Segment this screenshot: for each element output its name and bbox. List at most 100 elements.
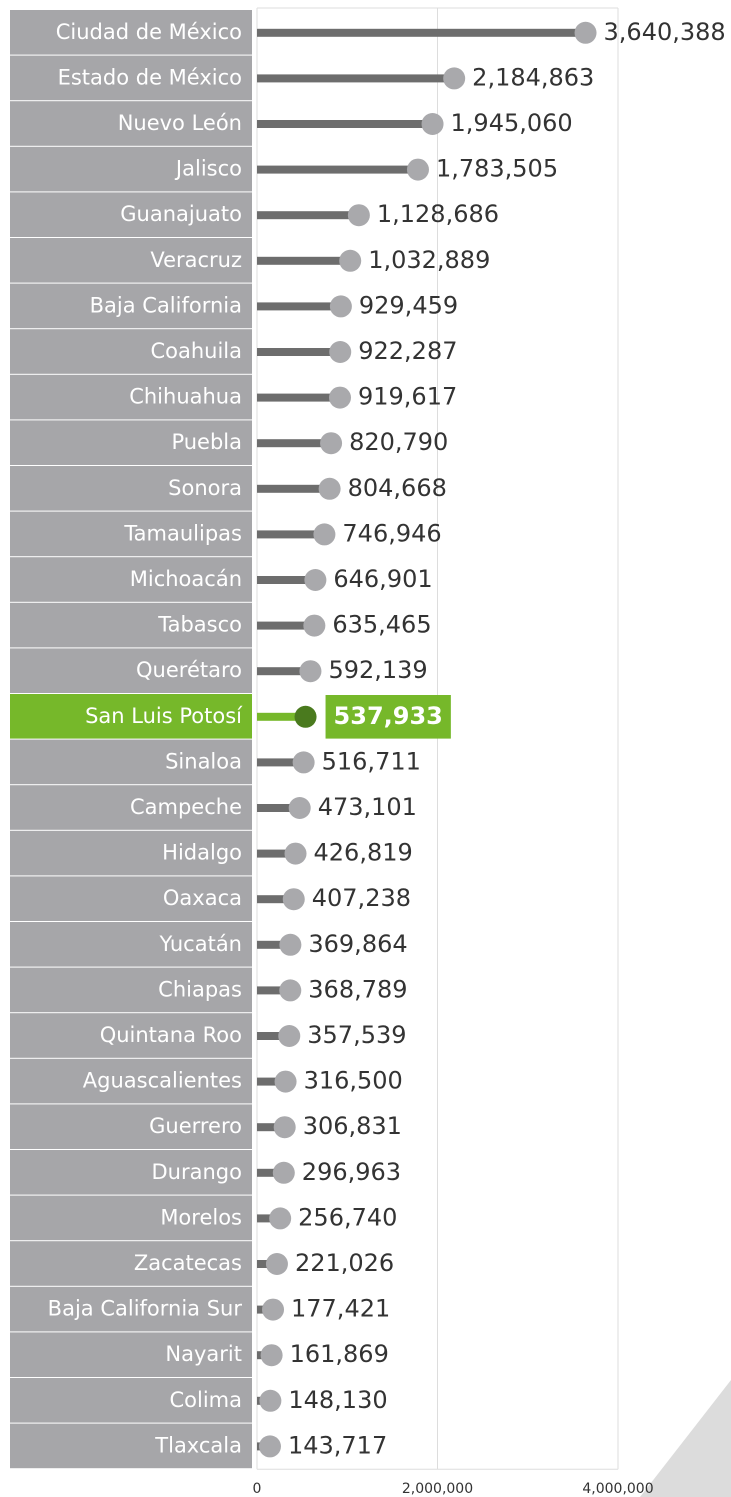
value-label: 368,789 [308, 975, 407, 1003]
category-label: Morelos [160, 1205, 242, 1229]
value-label: 426,819 [314, 839, 413, 867]
dot [304, 569, 327, 591]
category-label: Oaxaca [163, 886, 242, 910]
category-box [10, 739, 252, 785]
dot [328, 386, 351, 409]
category-label: Querétaro [136, 658, 242, 682]
dot [339, 249, 362, 272]
category-label: Jalisco [174, 157, 242, 181]
bar [257, 758, 304, 767]
value-label: 922,287 [358, 337, 457, 365]
value-label: 635,465 [332, 611, 431, 639]
category-label: San Luis Potosí [85, 704, 243, 728]
value-label: 746,946 [342, 519, 441, 547]
category-box [10, 557, 252, 602]
value-label: 407,238 [312, 884, 411, 912]
category-box [10, 283, 252, 329]
category-box [10, 1332, 252, 1377]
category-box [10, 55, 252, 101]
value-label: 1,945,060 [451, 109, 573, 137]
bar [257, 165, 418, 174]
category-box [10, 648, 252, 693]
dot [329, 341, 352, 363]
category-box [10, 1286, 252, 1332]
category-box [10, 1058, 252, 1104]
category-label: Veracruz [150, 248, 242, 272]
dot [320, 432, 343, 455]
dot [269, 1207, 292, 1230]
dot [258, 1435, 281, 1458]
value-label: 306,831 [303, 1112, 402, 1140]
value-label: 357,539 [307, 1021, 406, 1049]
category-label: Guanajuato [120, 202, 242, 226]
bar [257, 484, 330, 493]
value-label: 592,139 [328, 656, 427, 684]
category-box [10, 1195, 252, 1241]
bar [257, 940, 291, 949]
category-box [10, 785, 252, 830]
bar [257, 439, 332, 448]
dot [288, 797, 311, 819]
bar [257, 1214, 281, 1223]
x-tick-label: 0 [253, 1481, 262, 1497]
category-label: Guerrero [149, 1114, 242, 1138]
value-label: 148,130 [288, 1386, 387, 1414]
dot [274, 1070, 297, 1093]
bar [257, 28, 586, 37]
value-label: 1,032,889 [368, 246, 490, 274]
dot [303, 614, 326, 637]
category-label: Aguascalientes [83, 1069, 242, 1093]
dot [279, 933, 302, 956]
dot [279, 979, 302, 1002]
bar [257, 1077, 286, 1086]
category-box [10, 238, 252, 283]
value-label: 1,128,686 [377, 200, 499, 228]
category-label: Chiapas [158, 977, 242, 1001]
value-label: 143,717 [288, 1431, 387, 1459]
category-box [10, 876, 252, 921]
dot [313, 523, 336, 546]
bar [257, 74, 455, 83]
value-label: 473,101 [318, 793, 417, 821]
bar [257, 849, 296, 858]
category-label: Baja California [90, 293, 242, 317]
category-label: Puebla [171, 430, 242, 454]
bar [257, 576, 316, 584]
category-label: Quintana Roo [100, 1023, 242, 1047]
dot [443, 67, 466, 90]
bar [257, 1032, 290, 1040]
category-label: Campeche [130, 795, 242, 819]
dot [260, 1344, 283, 1367]
value-label: 929,459 [359, 291, 458, 319]
category-box [10, 922, 252, 967]
bar [257, 804, 300, 812]
dot [265, 1253, 288, 1275]
bar [257, 667, 311, 676]
category-label: Tamaulipas [123, 521, 242, 545]
category-box [10, 420, 252, 465]
category-box [10, 1013, 252, 1058]
bar [257, 302, 341, 311]
value-label: 3,640,388 [604, 18, 726, 46]
dot [262, 1298, 285, 1321]
category-label: Nayarit [165, 1342, 242, 1366]
value-label: 296,963 [302, 1158, 401, 1186]
category-box [10, 192, 252, 237]
dot [294, 705, 317, 728]
category-box [10, 1423, 252, 1469]
value-label: 369,864 [308, 930, 407, 958]
dot [318, 477, 341, 500]
value-label: 2,184,863 [472, 63, 594, 91]
category-label: Coahuila [150, 339, 242, 363]
category-label: Zacatecas [134, 1251, 242, 1275]
category-label: Michoacán [130, 567, 242, 591]
value-label: 820,790 [349, 428, 448, 456]
category-label: Colima [169, 1388, 242, 1412]
value-label: 516,711 [322, 747, 421, 775]
category-label: Tabasco [157, 613, 242, 637]
dot [299, 660, 322, 683]
category-box [10, 10, 252, 55]
decoration [640, 1380, 731, 1497]
dot [273, 1116, 296, 1139]
